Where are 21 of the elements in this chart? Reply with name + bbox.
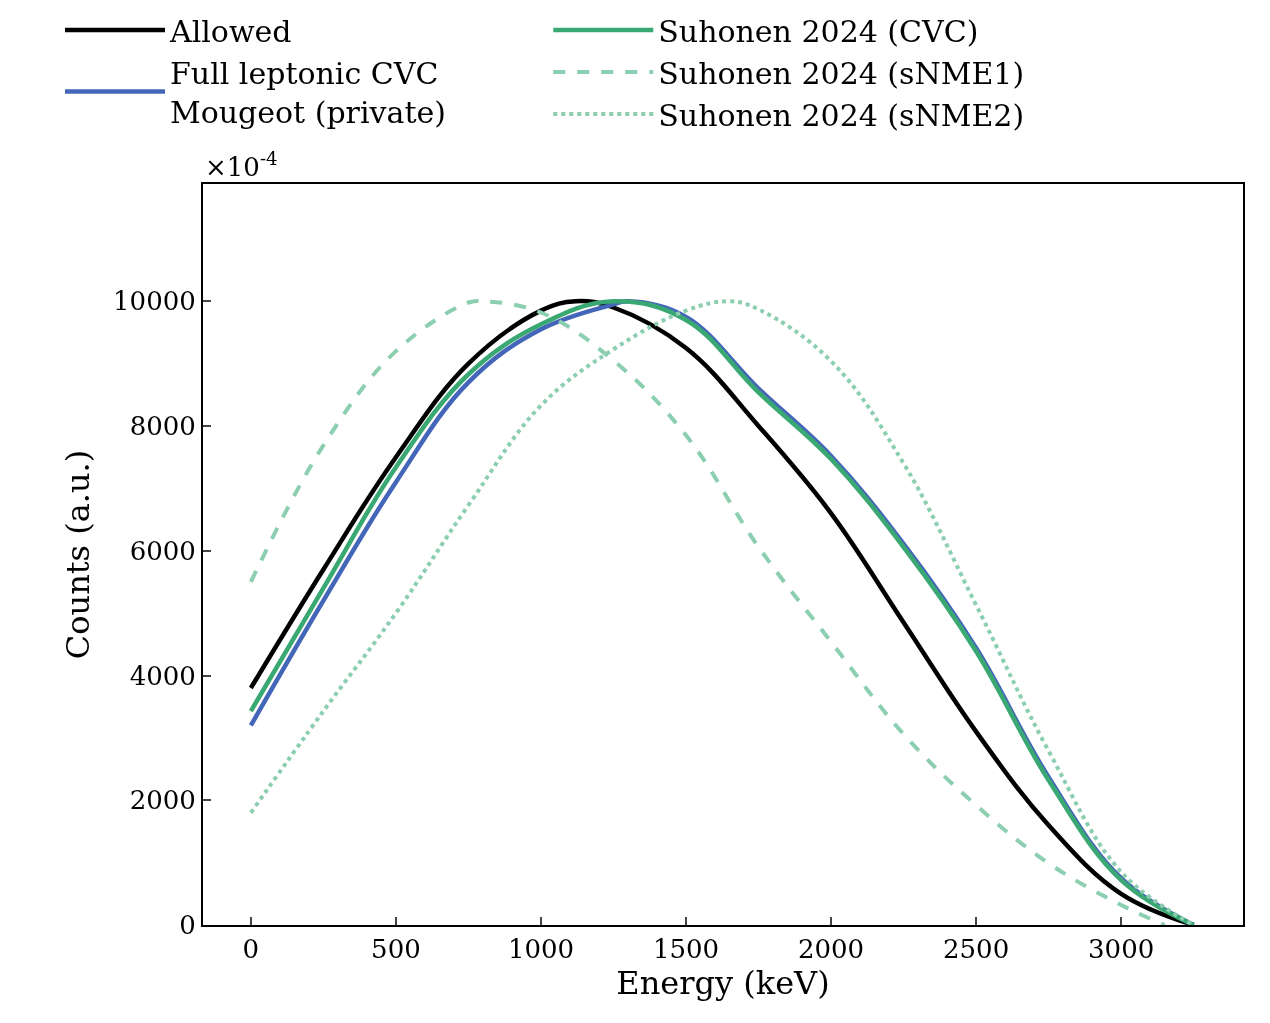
y-tick-label: 10000 — [113, 286, 196, 317]
x-tick-label: 500 — [371, 934, 421, 965]
x-tick-label: 1500 — [652, 934, 720, 965]
x-tick-label: 2500 — [943, 934, 1010, 965]
y-tick-label: 6000 — [129, 535, 196, 566]
legend-label: Suhonen 2024 (sNME1) — [658, 55, 1025, 91]
y-tick-label: 2000 — [129, 785, 196, 816]
y-tick-label: 8000 — [129, 411, 196, 442]
y-axis-title: Counts (a.u.) — [58, 449, 97, 660]
text: ×10$^{-4}$ — [205, 148, 278, 182]
legend-label: Suhonen 2024 (sNME2) — [658, 97, 1025, 133]
legend-label: Allowed — [169, 13, 292, 49]
x-tick-label: 2000 — [797, 934, 865, 965]
legend-label: Suhonen 2024 (CVC) — [658, 13, 979, 49]
legend-label: Full leptonic CVC Mougeot (private) — [170, 55, 446, 130]
y-tick-label: 4000 — [129, 660, 196, 691]
x-tick-label: 3000 — [1088, 934, 1155, 965]
x-tick-label: 1000 — [507, 934, 575, 965]
x-tick-label: 0 — [242, 934, 260, 965]
x-axis-title: Energy (keV) — [616, 964, 830, 1003]
y-tick-label: 0 — [179, 910, 196, 941]
